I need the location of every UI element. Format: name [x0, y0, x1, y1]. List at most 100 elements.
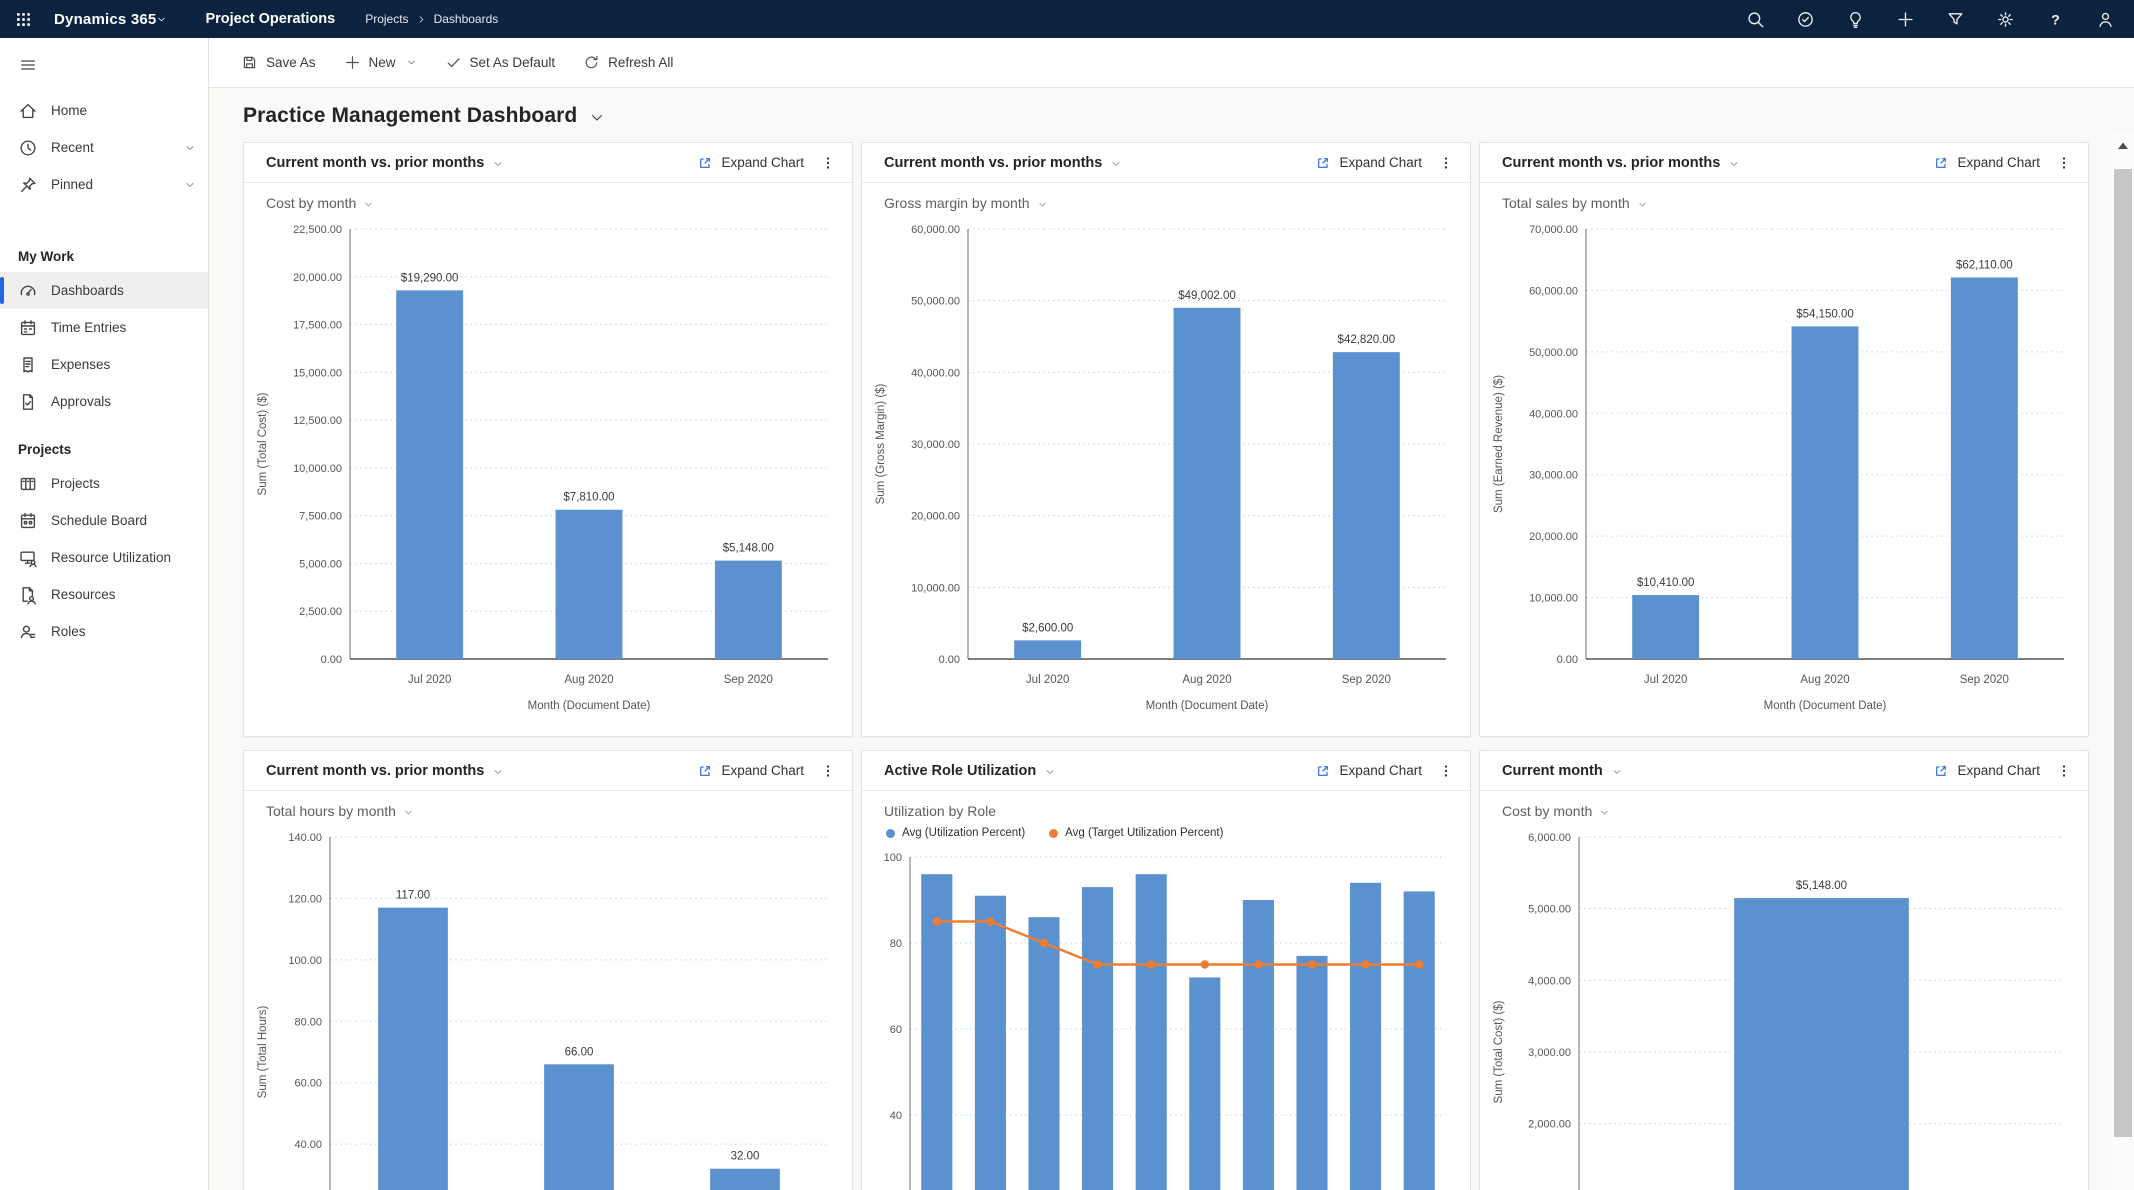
more-commands-button[interactable]: [2054, 153, 2074, 173]
command-label: Save As: [266, 55, 316, 70]
sidebar-item-projects[interactable]: Projects: [0, 465, 208, 502]
chart-view-selector[interactable]: Total sales by month: [1502, 195, 1648, 211]
chart-view-selector[interactable]: Gross margin by month: [884, 195, 1048, 211]
svg-text:$54,150.00: $54,150.00: [1796, 308, 1854, 320]
expand-chart-button[interactable]: Expand Chart: [1315, 763, 1422, 779]
sidebar-item-resource-utilization[interactable]: Resource Utilization: [0, 539, 208, 576]
more-commands-button[interactable]: [2054, 761, 2074, 781]
svg-text:20,000.00: 20,000.00: [293, 272, 342, 284]
chart-view-selector[interactable]: Utilization by Role: [884, 803, 996, 819]
dashboard-selector-chevron[interactable]: [587, 108, 607, 128]
nav-right-icons: ?: [1730, 0, 2134, 38]
resource-utilization-icon: [20, 550, 37, 567]
refresh-icon: [585, 55, 598, 69]
chart-view-selector[interactable]: Cost by month: [1502, 803, 1610, 819]
chevron-down-icon: [365, 202, 372, 206]
app-launcher-button[interactable]: [0, 0, 46, 38]
card-title-dropdown[interactable]: Current month vs. prior months: [1502, 155, 1740, 171]
scrollbar-thumb[interactable]: [2114, 169, 2132, 1137]
nav-account-button[interactable]: [2080, 0, 2130, 38]
vertical-scrollbar[interactable]: [2112, 133, 2134, 1190]
svg-text:60,000.00: 60,000.00: [1529, 285, 1578, 297]
chevron-down-icon: [158, 17, 166, 21]
sidebar-item-approvals[interactable]: Approvals: [0, 383, 208, 420]
expand-chart-button[interactable]: Expand Chart: [1315, 155, 1422, 171]
chevron-down-icon: [494, 161, 502, 166]
command-set-as-default-button[interactable]: Set As Default: [435, 47, 566, 78]
nav-new-record-button[interactable]: [1880, 0, 1930, 38]
command-refresh-all-button[interactable]: Refresh All: [573, 47, 683, 78]
chevron-right-icon: [419, 15, 423, 23]
command-save-as-button[interactable]: Save As: [231, 47, 326, 78]
cards-grid: Current month vs. prior months Expand Cha…: [243, 142, 2134, 1190]
collapse-sidebar-button[interactable]: [6, 46, 50, 84]
breadcrumb-projects[interactable]: Projects: [365, 12, 409, 26]
card-title: Current month: [1502, 762, 1603, 779]
save-icon: [243, 56, 256, 69]
svg-text:5,000.00: 5,000.00: [1528, 904, 1571, 916]
card-title-dropdown[interactable]: Current month vs. prior months: [266, 763, 504, 779]
card-body: Cost by month 0.00 2,500.00 5,000.00 7,500.0…: [244, 183, 852, 736]
roles-icon: [20, 625, 36, 638]
svg-text:Month (Document Date): Month (Document Date): [528, 700, 651, 712]
svg-text:10,000.00: 10,000.00: [1529, 593, 1578, 605]
more-commands-button[interactable]: [1436, 153, 1456, 173]
nav-insights-button[interactable]: [1830, 0, 1880, 38]
svg-text:Sum (Gross Margin) ($): Sum (Gross Margin) ($): [875, 383, 887, 504]
chart-card-4: Current month vs. prior months Expand Cha…: [243, 750, 853, 1190]
ellipsis-vertical-icon: [826, 156, 830, 169]
expand-chart-button[interactable]: Expand Chart: [1933, 763, 2040, 779]
svg-text:Sum (Total Hours): Sum (Total Hours): [257, 1006, 269, 1099]
svg-text:30,000.00: 30,000.00: [911, 439, 960, 451]
nav-settings-button[interactable]: [1980, 0, 2030, 38]
more-commands-button[interactable]: [818, 153, 838, 173]
sidebar-item-expenses[interactable]: Expenses: [0, 346, 208, 383]
card-header: Current month vs. prior months Expand Cha…: [1480, 143, 2088, 183]
sidebar-item-resources[interactable]: Resources: [0, 576, 208, 613]
svg-text:Sum (Earned Revenue) ($): Sum (Earned Revenue) ($): [1493, 375, 1505, 513]
card-header: Active Role Utilization Expand Chart: [862, 751, 1470, 791]
sidebar-item-pinned[interactable]: Pinned: [0, 166, 208, 203]
more-commands-button[interactable]: [1436, 761, 1456, 781]
sidebar-item-recent[interactable]: Recent: [0, 129, 208, 166]
svg-text:12,500.00: 12,500.00: [293, 415, 342, 427]
sidebar-item-label: Resource Utilization: [51, 550, 172, 565]
nav-help-button[interactable]: ?: [2030, 0, 2080, 38]
card-body: Total hours by month0.0020.0040.0060.008…: [244, 791, 852, 1190]
card-body: Utilization by Role Avg (Utilization Perc…: [862, 791, 1470, 1190]
svg-text:Month (Document Date): Month (Document Date): [1764, 700, 1887, 712]
svg-text:40.00: 40.00: [294, 1139, 322, 1151]
chart-view-selector[interactable]: Total hours by month: [266, 803, 414, 819]
more-commands-button[interactable]: [818, 761, 838, 781]
breadcrumb-dashboards[interactable]: Dashboards: [433, 12, 499, 26]
expand-chart-icon: [1936, 157, 1947, 168]
sidebar-item-time-entries[interactable]: Time Entries: [0, 309, 208, 346]
sidebar-item-schedule-board[interactable]: Schedule Board: [0, 502, 208, 539]
expand-chart-button[interactable]: Expand Chart: [697, 155, 804, 171]
nav-search-button[interactable]: [1730, 0, 1780, 38]
nav-filter-button[interactable]: [1930, 0, 1980, 38]
expand-chart-button[interactable]: Expand Chart: [1933, 155, 2040, 171]
card-body: Gross margin by month 0.00 10,000.00 20,000…: [862, 183, 1470, 736]
svg-text:Sep 2020: Sep 2020: [1342, 674, 1391, 686]
card-title-dropdown[interactable]: Current month: [1502, 763, 1623, 779]
card-title-dropdown[interactable]: Current month vs. prior months: [266, 155, 504, 171]
chart-subtitle: Total hours by month: [266, 803, 396, 819]
chart-view-selector[interactable]: Cost by month: [266, 195, 374, 211]
svg-text:$62,110.00: $62,110.00: [1956, 259, 2013, 271]
svg-text:2,500.00: 2,500.00: [299, 606, 342, 618]
sidebar-item-home[interactable]: Home: [0, 92, 208, 129]
waffle-icon: [16, 12, 30, 26]
card-title-dropdown[interactable]: Active Role Utilization: [884, 763, 1056, 779]
expand-chart-button[interactable]: Expand Chart: [697, 763, 804, 779]
sidebar-item-dashboards[interactable]: Dashboards: [0, 272, 208, 309]
sidebar-item-roles[interactable]: Roles: [0, 613, 208, 650]
chevron-down-icon: [494, 769, 502, 774]
scroll-up-button[interactable]: [2112, 133, 2134, 159]
area-name[interactable]: Project Operations: [205, 11, 336, 27]
nav-guided-tasks-button[interactable]: [1780, 0, 1830, 38]
command-new-button[interactable]: New: [334, 47, 427, 78]
svg-text:20,000.00: 20,000.00: [1529, 531, 1578, 543]
sidebar-item-label: Pinned: [51, 177, 94, 192]
card-title-dropdown[interactable]: Current month vs. prior months: [884, 155, 1122, 171]
